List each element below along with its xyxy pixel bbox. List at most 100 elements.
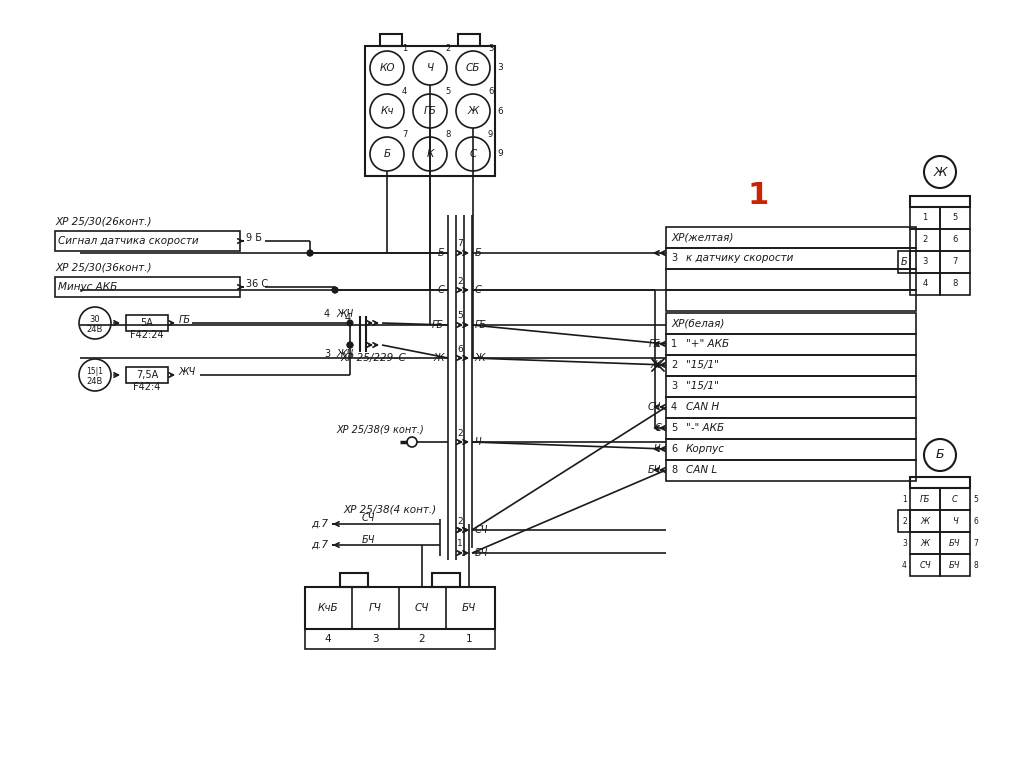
- Text: Б: Б: [475, 248, 481, 258]
- Text: Ж: Ж: [933, 165, 947, 178]
- Text: Ч: Ч: [426, 63, 433, 73]
- Text: 6: 6: [488, 87, 494, 96]
- Text: Ч: Ч: [952, 517, 957, 525]
- Circle shape: [413, 51, 447, 85]
- Text: 7: 7: [973, 538, 978, 548]
- Text: ЖЧ: ЖЧ: [337, 309, 353, 319]
- Text: 15|1: 15|1: [86, 366, 103, 376]
- Text: БЧ: БЧ: [362, 535, 376, 545]
- Text: 3: 3: [497, 64, 503, 72]
- Text: Б: Б: [901, 257, 907, 267]
- Circle shape: [306, 250, 313, 257]
- Text: Б: Б: [936, 449, 944, 462]
- Text: 6: 6: [671, 444, 677, 454]
- Circle shape: [370, 51, 404, 85]
- Text: ГБ: ГБ: [920, 495, 930, 504]
- Text: Кч: Кч: [380, 106, 394, 116]
- Text: 8: 8: [952, 280, 957, 289]
- Text: 6: 6: [952, 236, 957, 244]
- Text: Ж: Ж: [433, 353, 444, 363]
- Text: ХР 25/38(4 конт.): ХР 25/38(4 конт.): [343, 505, 436, 515]
- Text: CAN L: CAN L: [686, 465, 717, 475]
- Bar: [666, 313, 916, 334]
- Circle shape: [456, 137, 490, 171]
- Text: 5А: 5А: [140, 318, 154, 328]
- Text: КчБ: КчБ: [317, 603, 338, 613]
- Circle shape: [346, 342, 353, 349]
- Text: ХР 25/30(36конт.): ХР 25/30(36конт.): [55, 263, 152, 273]
- Bar: [126, 367, 168, 383]
- Text: 1: 1: [923, 214, 928, 223]
- Text: 5: 5: [952, 214, 957, 223]
- Text: ЖЧ: ЖЧ: [337, 349, 353, 359]
- Text: 3: 3: [324, 349, 330, 359]
- Text: СЧ: СЧ: [362, 513, 376, 523]
- Text: Б: Б: [437, 248, 444, 258]
- Text: д.7: д.7: [311, 519, 328, 529]
- Text: БЧ: БЧ: [949, 561, 961, 570]
- Text: СЧ: СЧ: [415, 603, 429, 613]
- Text: ХР 25/30(26конт.): ХР 25/30(26конт.): [55, 217, 152, 227]
- Text: Ж: Ж: [475, 353, 485, 363]
- Bar: [666, 269, 916, 290]
- Text: 2: 2: [671, 360, 677, 370]
- Text: Корпус: Корпус: [686, 444, 725, 454]
- Text: 3: 3: [671, 381, 677, 391]
- Text: Ж: Ж: [467, 106, 478, 116]
- Bar: [910, 532, 940, 554]
- Text: 5: 5: [445, 87, 451, 96]
- Circle shape: [924, 439, 956, 471]
- Text: ГБ: ГБ: [432, 320, 444, 330]
- Circle shape: [407, 437, 417, 447]
- Text: д.7: д.7: [311, 540, 328, 550]
- Text: Сигнал датчика скорости: Сигнал датчика скорости: [58, 236, 199, 246]
- Text: С: С: [437, 285, 444, 295]
- Text: ЖЧ: ЖЧ: [179, 367, 197, 377]
- Text: 2: 2: [923, 236, 928, 244]
- Circle shape: [346, 319, 353, 326]
- Text: 7: 7: [457, 240, 463, 249]
- Bar: [55, 231, 240, 251]
- Text: 2: 2: [445, 44, 451, 53]
- Bar: [666, 376, 916, 397]
- Text: 24В: 24В: [87, 376, 103, 386]
- Bar: [380, 34, 402, 46]
- Text: 4: 4: [671, 402, 677, 412]
- Bar: [666, 248, 916, 269]
- Circle shape: [413, 137, 447, 171]
- Text: "15/1": "15/1": [686, 360, 719, 370]
- Text: 5: 5: [671, 423, 677, 433]
- Text: ХР(желтая): ХР(желтая): [671, 232, 733, 242]
- Text: 8: 8: [973, 561, 978, 570]
- Circle shape: [306, 250, 313, 257]
- Text: CAN H: CAN H: [686, 402, 719, 412]
- Bar: [940, 229, 970, 251]
- Text: 4: 4: [324, 309, 330, 319]
- Text: 9: 9: [497, 150, 503, 158]
- Bar: [458, 34, 480, 46]
- Text: 2: 2: [457, 276, 463, 286]
- Text: 6: 6: [497, 107, 503, 115]
- Bar: [666, 227, 916, 248]
- Bar: [666, 439, 916, 460]
- Text: 1: 1: [466, 634, 472, 644]
- Bar: [910, 251, 940, 273]
- Text: 6: 6: [973, 517, 978, 525]
- Text: 3: 3: [488, 44, 494, 53]
- Text: БЧ: БЧ: [647, 465, 662, 475]
- Bar: [910, 488, 940, 510]
- Bar: [340, 573, 368, 587]
- Circle shape: [79, 359, 111, 391]
- Text: СБ: СБ: [466, 63, 480, 73]
- Text: 2: 2: [419, 634, 425, 644]
- Text: F42:24: F42:24: [130, 330, 164, 340]
- Text: 1: 1: [671, 339, 677, 349]
- Text: 36 С: 36 С: [246, 279, 268, 289]
- Text: F42:4: F42:4: [133, 382, 161, 392]
- Text: 4: 4: [902, 561, 907, 570]
- Text: 1: 1: [457, 539, 463, 548]
- Bar: [910, 229, 940, 251]
- Circle shape: [332, 286, 339, 293]
- Bar: [432, 573, 460, 587]
- Bar: [910, 510, 940, 532]
